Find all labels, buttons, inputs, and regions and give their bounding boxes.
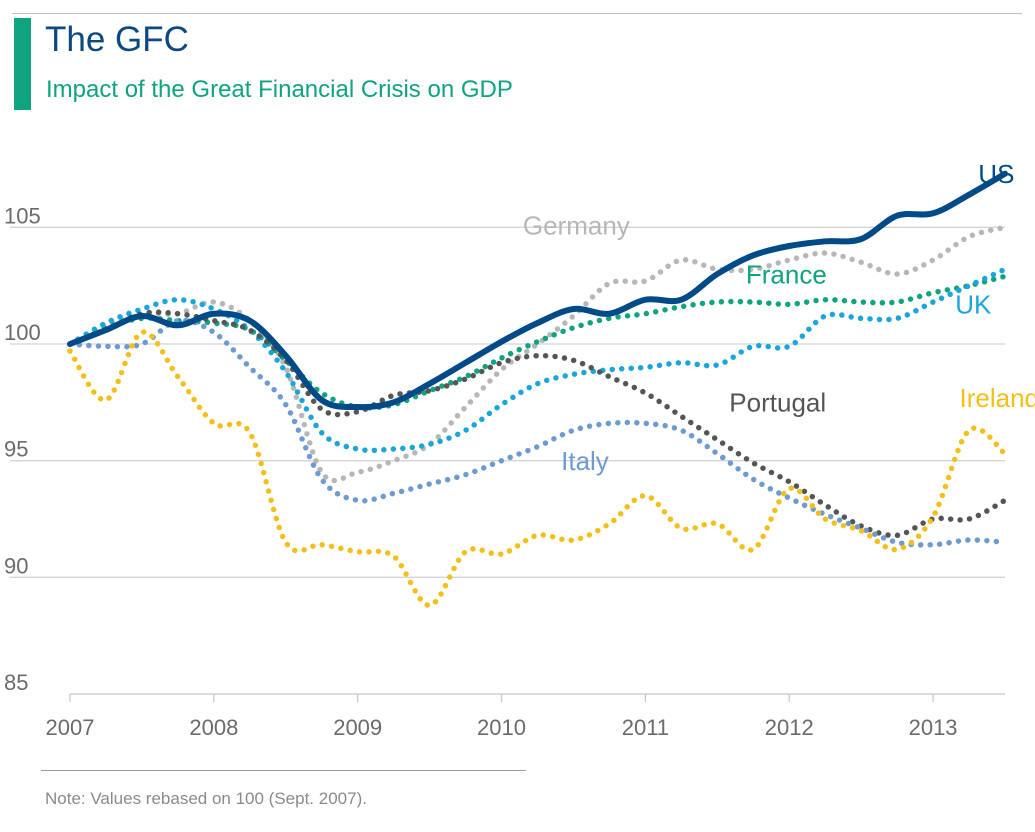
series-label-portugal: Portugal (729, 388, 826, 418)
series-line-ireland (67, 329, 1008, 609)
x-tick-label: 2009 (333, 715, 382, 740)
series-label-ireland: Ireland (959, 383, 1035, 413)
series-line-uk (67, 266, 1008, 454)
y-tick-label: 95 (4, 437, 28, 462)
x-tick-label: 2011 (622, 715, 669, 740)
note-divider (41, 770, 526, 771)
series-label-france: France (746, 259, 827, 289)
chart-title: The GFC (45, 20, 189, 59)
y-tick-label: 100 (4, 320, 41, 345)
x-tick-label: 2013 (909, 715, 958, 740)
top-rule (12, 13, 1022, 14)
y-tick-label: 90 (4, 553, 28, 578)
x-tick-label: 2007 (46, 715, 95, 740)
series-line-germany (67, 224, 1008, 484)
y-tick-label: 85 (4, 670, 28, 695)
line-chart: 85 90 95 100 105 2007 2008 2009 2010 2011 2012 2013… (4, 159, 1035, 740)
series-line-italy (67, 317, 1008, 548)
gridlines (10, 226, 1005, 578)
series-label-italy: Italy (561, 446, 609, 476)
footnote: Note: Values rebased on 100 (Sept. 2007)… (45, 789, 367, 808)
chart-subtitle: Impact of the Great Financial Crisis on … (46, 76, 513, 103)
series-label-uk: UK (955, 290, 992, 320)
x-tick-label: 2010 (477, 715, 526, 740)
series-layer (67, 170, 1008, 609)
series-line-us (67, 170, 1008, 411)
accent-bar (14, 18, 31, 110)
series-line-portugal (67, 309, 1008, 539)
series-labels: US Germany France UK Portugal Ireland Italy (523, 159, 1035, 476)
axes: 85 90 95 100 105 2007 2008 2009 2010 2011 2012 2013 (4, 203, 1005, 740)
x-tick-label: 2008 (189, 715, 238, 740)
y-tick-label: 105 (4, 203, 41, 228)
series-label-germany: Germany (523, 210, 630, 240)
x-tick-label: 2012 (765, 715, 814, 740)
series-line-france (67, 273, 1008, 411)
series-label-us: US (978, 159, 1014, 189)
